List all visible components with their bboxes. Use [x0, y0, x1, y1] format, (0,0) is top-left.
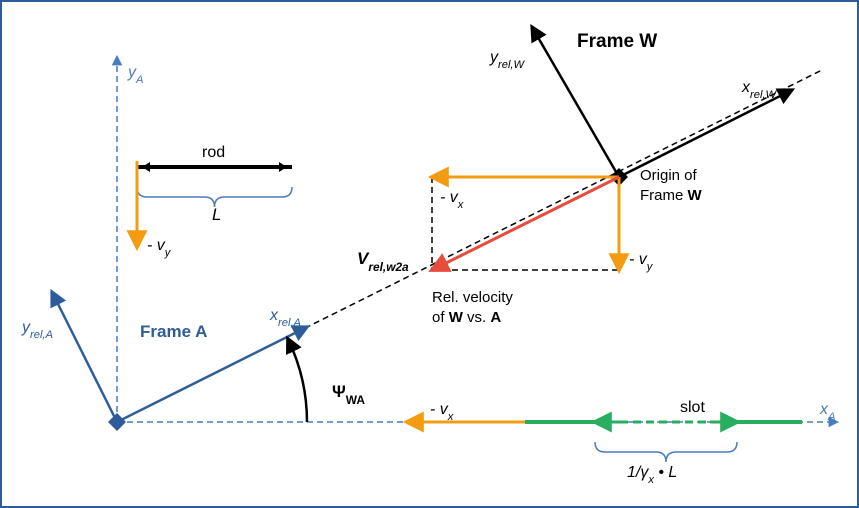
- yrelw-label: yrel,W: [489, 49, 526, 71]
- yrela-axis: [52, 292, 117, 422]
- diagram-svg: xA yA xrel,A yrel,A xrel,W yrel,W rod L - vy - vx…: [2, 2, 857, 506]
- origin-a-diamond: [108, 413, 126, 431]
- xrela-label: xrel,A: [269, 307, 301, 329]
- xrela-axis: [117, 327, 307, 422]
- frame-w-label: Frame W: [577, 31, 657, 52]
- yrela-label: yrel,A: [21, 319, 53, 341]
- bottom-vx-label: - vx: [430, 401, 454, 423]
- slot-label: slot: [680, 399, 705, 416]
- angle-label: ΨWA: [332, 382, 365, 407]
- xrelw-label: xrel,W: [741, 79, 778, 101]
- rod-label: rod: [202, 144, 225, 161]
- rod-brace: [137, 187, 292, 207]
- rel-vel-label1: Rel. velocity: [432, 289, 513, 306]
- rod-vy-label: - vy: [147, 237, 172, 259]
- xa-label: xA: [819, 401, 835, 423]
- vy-right-label: - vy: [629, 251, 654, 273]
- ya-label: yA: [127, 64, 143, 86]
- angle-arc: [288, 339, 307, 422]
- rod-arrow-r: [279, 162, 287, 172]
- resultant-arrow: [432, 177, 619, 270]
- diagram-container: xA yA xrel,A yrel,A xrel,W yrel,W rod L - vy - vx…: [0, 0, 859, 508]
- xrelw-axis: [619, 90, 792, 177]
- frame-a-label: Frame A: [140, 322, 207, 341]
- origin-w-label2: Frame W: [640, 187, 703, 204]
- origin-w-label1: Origin of: [640, 167, 698, 184]
- vx-top-label: - vx: [440, 189, 464, 211]
- resultant-label: Vrel,w2a: [357, 249, 409, 274]
- rel-vel-label2: of W vs. A: [432, 309, 501, 326]
- slot-brace-label: 1/γx • L: [627, 464, 677, 486]
- rod-arrow-l: [142, 162, 150, 172]
- rod-length-label: L: [212, 205, 221, 224]
- slot-brace: [595, 442, 737, 462]
